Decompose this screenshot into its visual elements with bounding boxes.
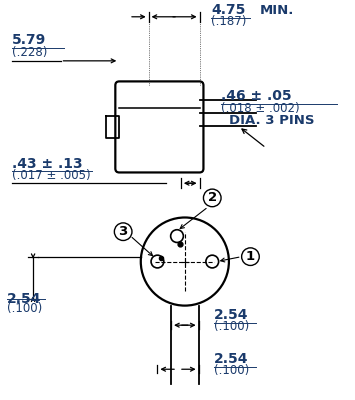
Text: 3: 3 — [119, 225, 128, 238]
Text: DIA. 3 PINS: DIA. 3 PINS — [229, 114, 315, 128]
Text: .43 ± .13: .43 ± .13 — [12, 156, 82, 170]
Text: (.017 ± .005): (.017 ± .005) — [12, 169, 90, 182]
Text: (.100): (.100) — [7, 302, 42, 316]
Text: 2: 2 — [208, 192, 217, 204]
FancyBboxPatch shape — [115, 82, 203, 172]
Text: (.100): (.100) — [214, 364, 250, 377]
Text: 1: 1 — [246, 250, 255, 263]
Text: (.100): (.100) — [214, 320, 250, 333]
Text: (.018 ± .002): (.018 ± .002) — [221, 102, 300, 115]
Text: (.228): (.228) — [12, 46, 47, 59]
Text: MIN.: MIN. — [260, 4, 295, 17]
Text: 4.75: 4.75 — [211, 3, 246, 17]
Text: 2.54: 2.54 — [214, 352, 249, 366]
Text: .46 ± .05: .46 ± .05 — [221, 89, 292, 103]
Text: 5.79: 5.79 — [12, 33, 46, 47]
Text: 2.54: 2.54 — [7, 292, 41, 306]
Text: 2.54: 2.54 — [214, 308, 249, 322]
Text: (.187): (.187) — [211, 15, 247, 28]
